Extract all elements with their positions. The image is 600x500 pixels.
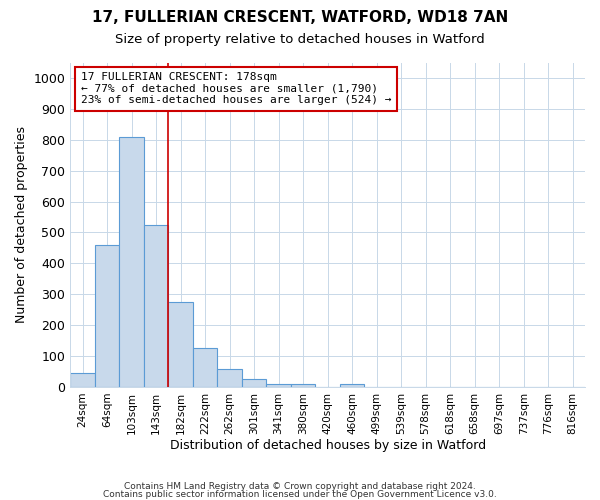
Text: 17 FULLERIAN CRESCENT: 178sqm
← 77% of detached houses are smaller (1,790)
23% o: 17 FULLERIAN CRESCENT: 178sqm ← 77% of d… [80,72,391,106]
Bar [70,372,95,387]
Text: Contains public sector information licensed under the Open Government Licence v3: Contains public sector information licen… [103,490,497,499]
Bar [217,370,242,387]
Text: Size of property relative to detached houses in Watford: Size of property relative to detached ho… [115,32,485,46]
Bar [144,224,169,387]
Bar [119,136,144,387]
Bar [193,348,217,387]
Text: 17, FULLERIAN CRESCENT, WATFORD, WD18 7AN: 17, FULLERIAN CRESCENT, WATFORD, WD18 7A… [92,10,508,25]
Y-axis label: Number of detached properties: Number of detached properties [15,126,28,323]
Bar [242,379,266,387]
Bar [291,384,316,387]
Bar [266,384,291,387]
Bar [95,245,119,387]
X-axis label: Distribution of detached houses by size in Watford: Distribution of detached houses by size … [170,440,486,452]
Text: Contains HM Land Registry data © Crown copyright and database right 2024.: Contains HM Land Registry data © Crown c… [124,482,476,491]
Bar [340,384,364,387]
Bar [169,302,193,387]
